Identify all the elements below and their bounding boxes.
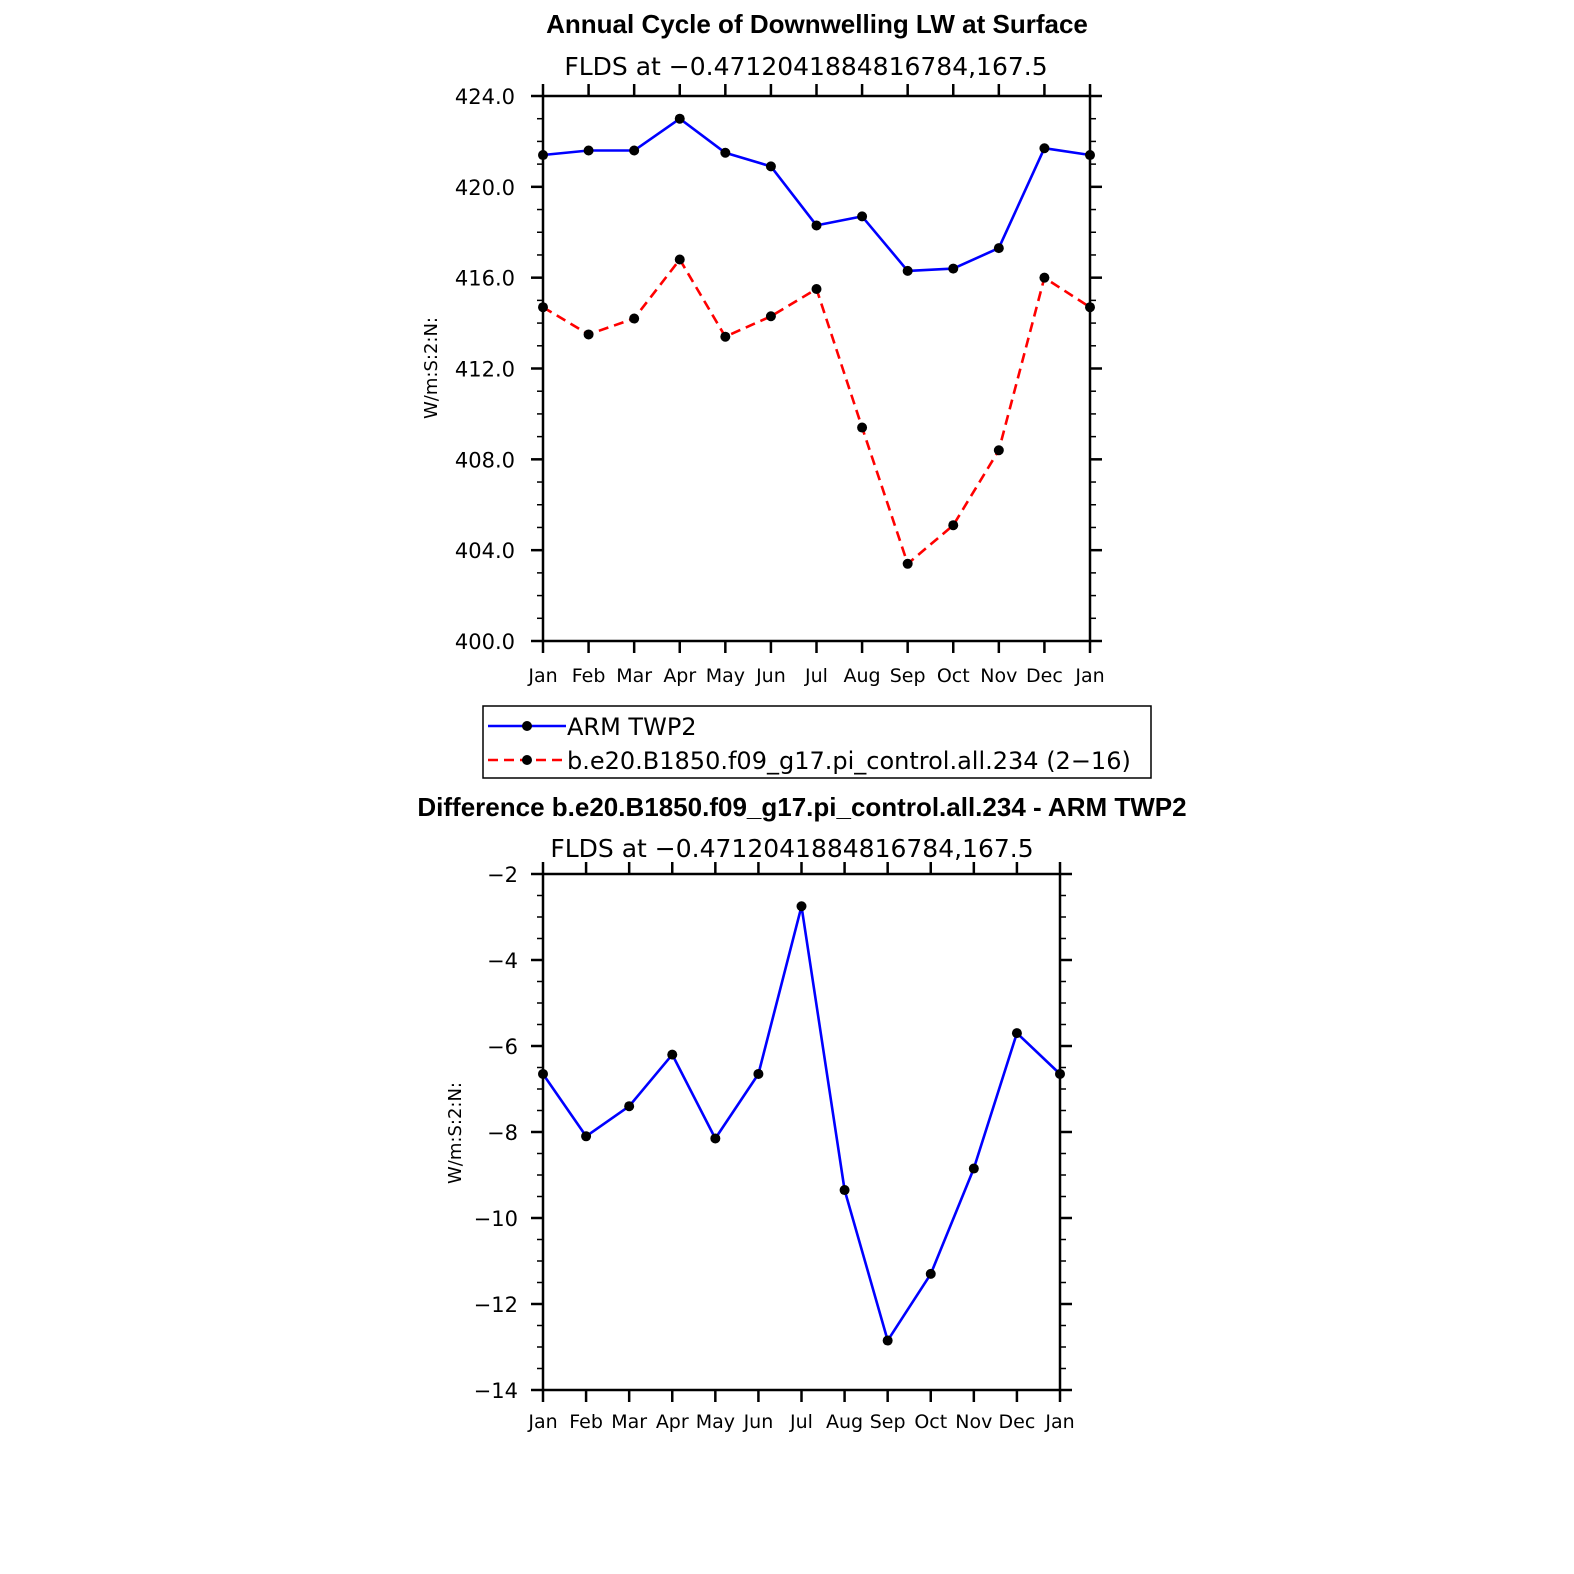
data-point bbox=[765, 311, 776, 322]
x-tick-label: Oct bbox=[937, 665, 970, 687]
x-tick-label: Mar bbox=[611, 1411, 647, 1433]
chart-subtitle: FLDS at −0.4712041884816784,167.5 bbox=[564, 52, 1047, 81]
plot-area: 400.0 404.0 408.0 412.0 416.0 420.0 424.0 Jan Fe… bbox=[455, 84, 1105, 687]
data-point bbox=[902, 265, 913, 276]
x-tick-label: Jun bbox=[755, 665, 786, 687]
y-tick-label: 416.0 bbox=[455, 267, 515, 291]
plot-area: −14 −12 −10 −8 −6 −4 −2 Jan Feb Mar Apr May Jun Jul Au… bbox=[474, 862, 1075, 1433]
annual-cycle-panel: Annual Cycle of Downwelling LW at Surfac… bbox=[421, 9, 1105, 687]
x-tick-label: May bbox=[706, 665, 745, 687]
data-point bbox=[948, 520, 959, 531]
data-point bbox=[583, 329, 594, 340]
series-line bbox=[542, 258, 1091, 566]
data-point bbox=[993, 243, 1004, 254]
chart-title: Difference b.e20.B1850.f09_g17.pi_contro… bbox=[417, 792, 1186, 822]
y-tick-label: 420.0 bbox=[455, 176, 515, 200]
data-point bbox=[1011, 1028, 1022, 1039]
x-tick-label: Aug bbox=[826, 1411, 863, 1433]
x-tick-label: Jan bbox=[527, 665, 557, 687]
y-tick-label: −4 bbox=[487, 949, 518, 973]
data-point bbox=[720, 331, 731, 342]
x-tick-label: Dec bbox=[1026, 665, 1063, 687]
data-point bbox=[925, 1268, 936, 1279]
data-point bbox=[720, 147, 731, 158]
data-point bbox=[948, 263, 959, 274]
data-point bbox=[624, 1101, 635, 1112]
x-tick-label: Jul bbox=[789, 1411, 813, 1433]
y-tick-label: 400.0 bbox=[455, 630, 515, 654]
difference-panel: Difference b.e20.B1850.f09_g17.pi_contro… bbox=[417, 792, 1186, 1433]
data-point bbox=[629, 313, 640, 324]
legend-marker bbox=[522, 721, 532, 731]
x-tick-label: Apr bbox=[656, 1411, 689, 1433]
x-tick-label: Jun bbox=[743, 1411, 774, 1433]
data-point bbox=[811, 220, 822, 231]
x-tick-label: Mar bbox=[616, 665, 652, 687]
legend-label: ARM TWP2 bbox=[567, 713, 697, 741]
series-line bbox=[541, 904, 1061, 1342]
chart-subtitle: FLDS at −0.4712041884816784,167.5 bbox=[550, 834, 1033, 863]
x-tick-label: May bbox=[696, 1411, 735, 1433]
y-tick-label: 404.0 bbox=[455, 539, 515, 563]
legend: ARM TWP2 b.e20.B1850.f09_g17.pi_control.… bbox=[482, 705, 1152, 779]
y-tick-label: −12 bbox=[474, 1293, 518, 1317]
x-tick-label: Sep bbox=[890, 665, 926, 687]
data-point bbox=[1039, 143, 1050, 154]
data-point bbox=[629, 145, 640, 156]
chart-title: Annual Cycle of Downwelling LW at Surfac… bbox=[546, 9, 1088, 39]
y-tick-label: −10 bbox=[474, 1207, 518, 1231]
y-tick-label: −6 bbox=[487, 1035, 518, 1059]
data-point bbox=[710, 1133, 721, 1144]
legend-marker bbox=[522, 755, 532, 765]
data-point bbox=[674, 113, 685, 124]
data-point bbox=[968, 1163, 979, 1174]
data-point bbox=[667, 1049, 678, 1060]
y-tick-label: −8 bbox=[487, 1121, 518, 1145]
x-tick-label: Sep bbox=[870, 1411, 906, 1433]
y-tick-label: 424.0 bbox=[455, 85, 515, 109]
series-line bbox=[542, 117, 1091, 273]
x-tick-label: Jul bbox=[804, 665, 828, 687]
data-point bbox=[882, 1335, 893, 1346]
data-point bbox=[839, 1185, 850, 1196]
data-point bbox=[583, 145, 594, 156]
data-point bbox=[765, 161, 776, 172]
data-point bbox=[753, 1068, 764, 1079]
y-axis-label: W/m:S:2:N: bbox=[421, 317, 442, 419]
y-tick-label: −14 bbox=[474, 1379, 518, 1403]
data-point bbox=[993, 445, 1004, 456]
x-tick-label: Jan bbox=[527, 1411, 557, 1433]
x-tick-label: Nov bbox=[955, 1411, 992, 1433]
legend-box bbox=[482, 705, 1152, 779]
y-tick-label: 408.0 bbox=[455, 448, 515, 472]
plot-frame bbox=[541, 94, 1092, 643]
data-point bbox=[674, 254, 685, 265]
x-tick-label: Feb bbox=[569, 1411, 603, 1433]
data-point bbox=[857, 211, 868, 222]
legend-entry-model: b.e20.B1850.f09_g17.pi_control.all.234 (… bbox=[488, 747, 1131, 775]
y-axis-label: W/m:S:2:N: bbox=[445, 1082, 466, 1184]
data-point bbox=[857, 422, 868, 433]
x-tick-label: Oct bbox=[914, 1411, 947, 1433]
data-point bbox=[581, 1131, 592, 1142]
data-point bbox=[811, 284, 822, 295]
x-tick-label: Dec bbox=[999, 1411, 1036, 1433]
y-tick-label: −2 bbox=[487, 863, 518, 887]
data-point bbox=[1039, 272, 1050, 283]
data-point bbox=[902, 558, 913, 569]
x-tick-label: Nov bbox=[980, 665, 1017, 687]
y-tick-label: 412.0 bbox=[455, 358, 515, 382]
x-tick-label: Feb bbox=[572, 665, 606, 687]
x-tick-label: Aug bbox=[844, 665, 881, 687]
data-point bbox=[796, 901, 807, 912]
x-tick-label: Apr bbox=[663, 665, 696, 687]
legend-label: b.e20.B1850.f09_g17.pi_control.all.234 (… bbox=[567, 747, 1131, 775]
x-tick-label: Jan bbox=[1044, 1411, 1074, 1433]
legend-entry-arm-twp2: ARM TWP2 bbox=[488, 713, 697, 741]
plot-frame bbox=[541, 872, 1062, 1392]
x-tick-label: Jan bbox=[1074, 665, 1104, 687]
